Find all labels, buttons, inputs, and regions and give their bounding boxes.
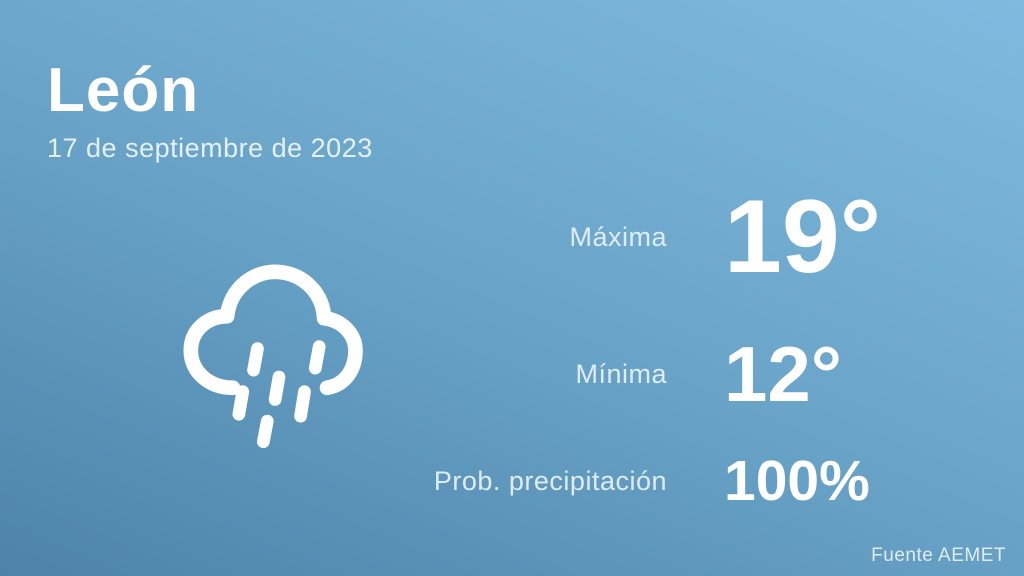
stat-row-min: Mínima 12° bbox=[0, 332, 1024, 416]
rain-cloud-icon bbox=[183, 264, 363, 449]
location-title: León bbox=[47, 56, 200, 125]
stat-label-max: Máxima bbox=[569, 221, 667, 252]
stat-label-precip: Prob. precipitación bbox=[433, 465, 667, 496]
stat-row-precip: Prob. precipitación 100% bbox=[0, 450, 1024, 512]
source-credit: Fuente AEMET bbox=[871, 545, 1006, 566]
header: León 17 de septiembre de 2023 bbox=[47, 58, 373, 164]
stat-value-max: 19° bbox=[724, 179, 882, 295]
location-date: 17 de septiembre de 2023 bbox=[47, 133, 373, 164]
stat-row-max: Máxima 19° bbox=[0, 178, 1024, 296]
stat-label-min: Mínima bbox=[575, 358, 667, 389]
rain-drops bbox=[232, 340, 326, 449]
stat-value-min: 12° bbox=[724, 330, 842, 418]
cloud-outline bbox=[183, 264, 363, 396]
stat-value-precip: 100% bbox=[724, 448, 870, 513]
